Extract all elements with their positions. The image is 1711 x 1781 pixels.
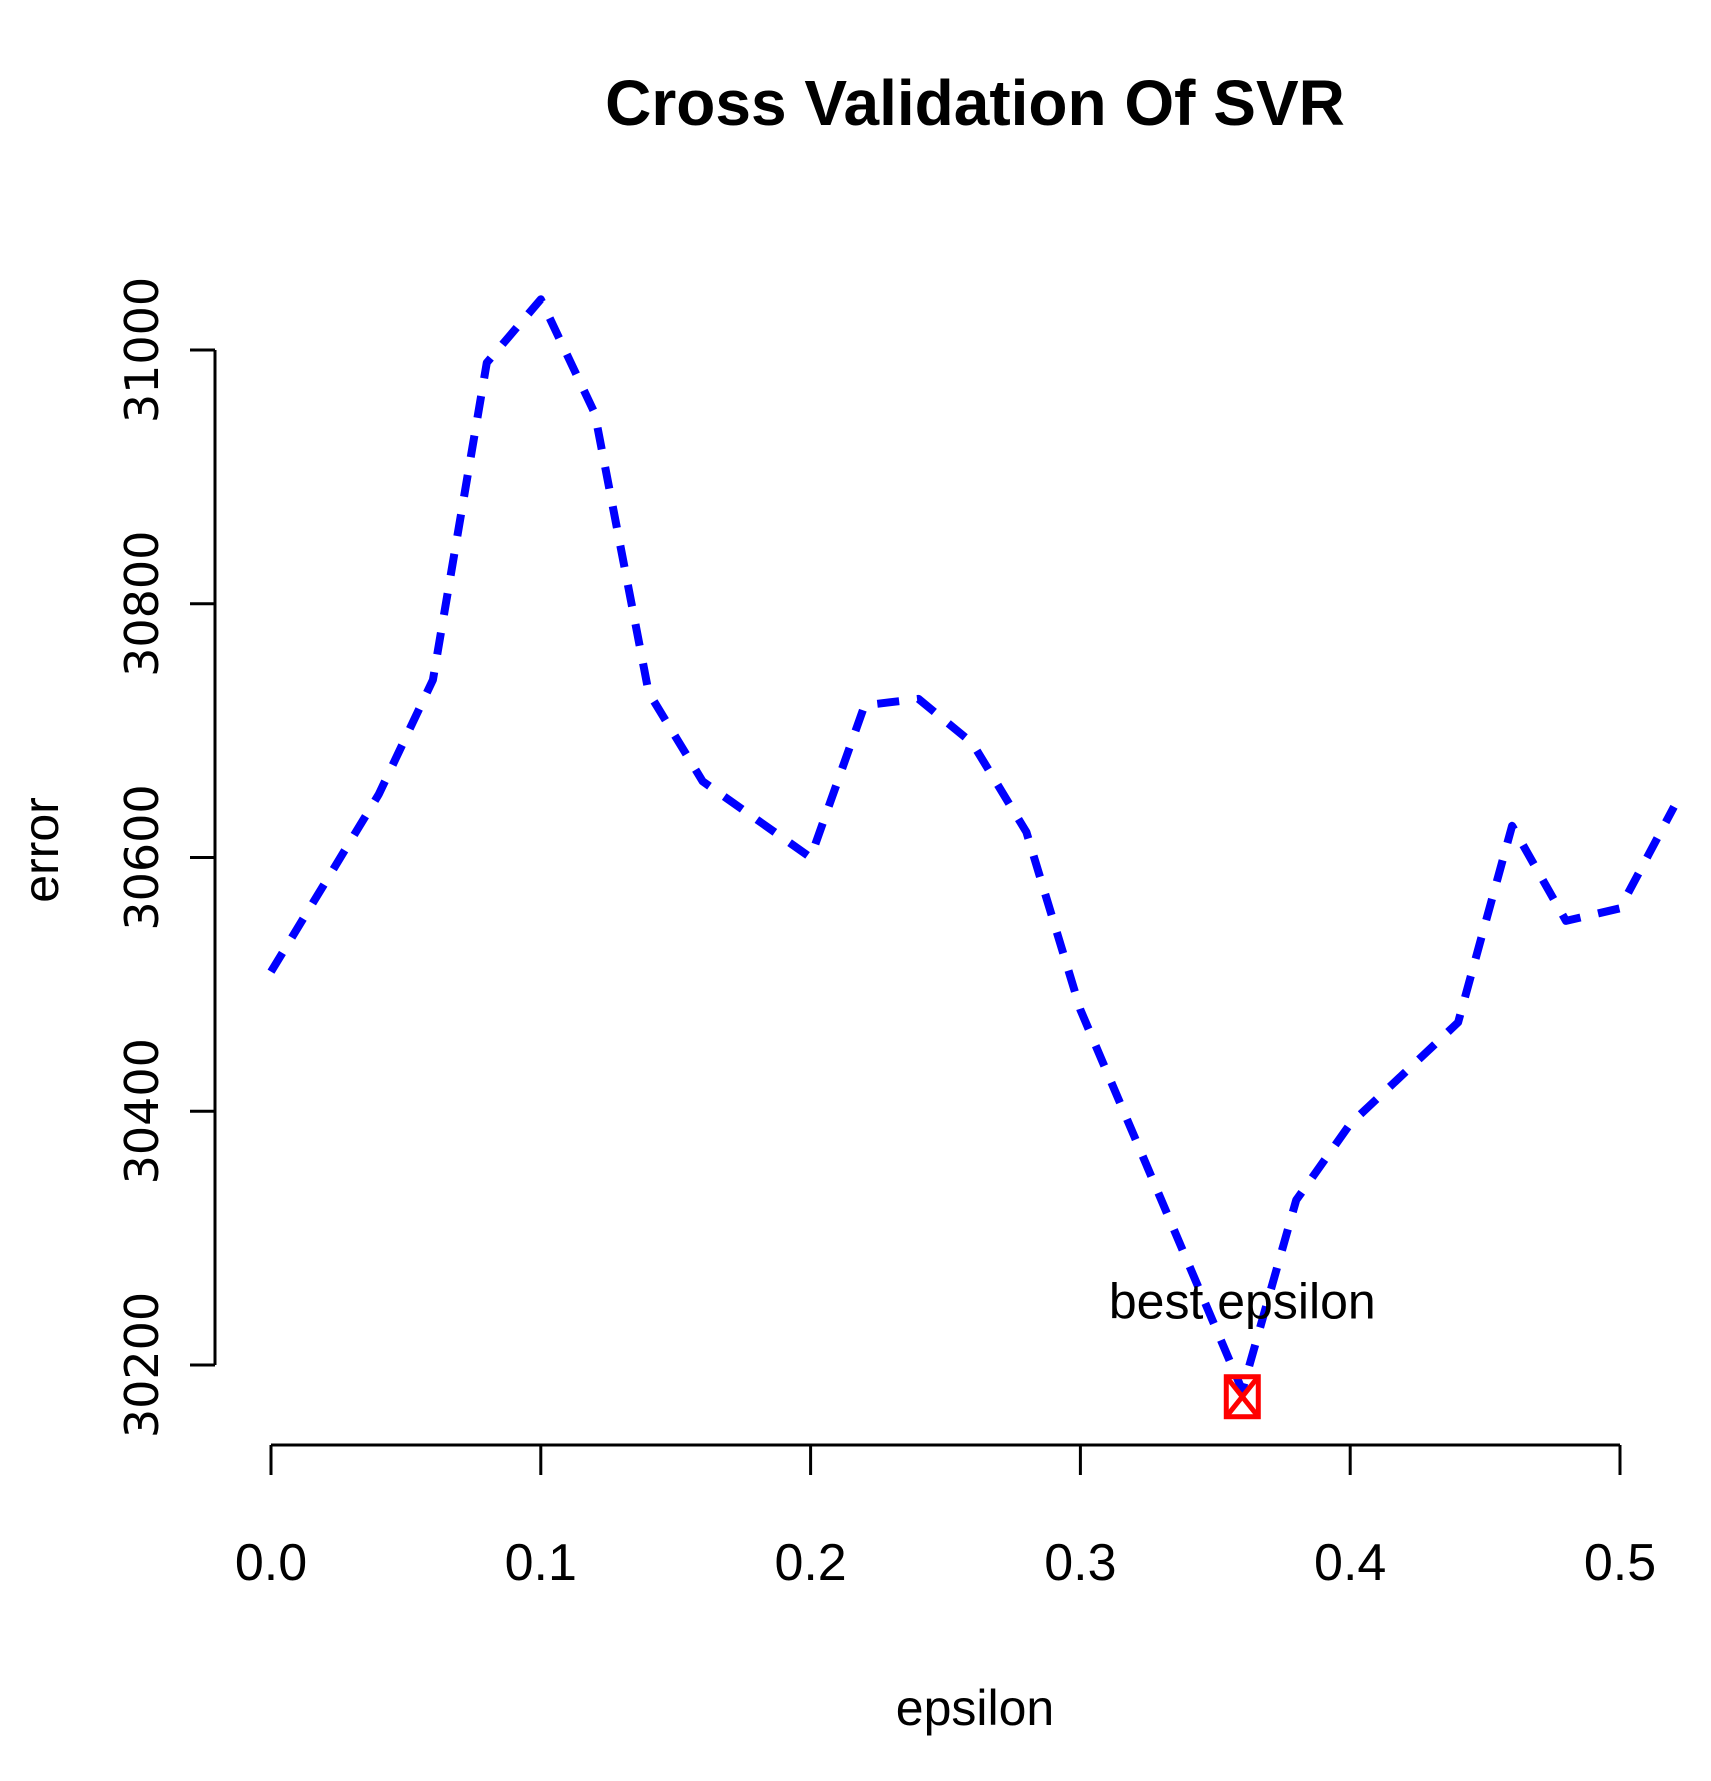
- y-tick-label: 30200: [115, 1292, 169, 1438]
- x-axis-label: epsilon: [896, 1680, 1054, 1736]
- x-tick-label: 0.2: [774, 1534, 846, 1592]
- y-tick-label: 30400: [115, 1038, 169, 1184]
- x-tick-label: 0.4: [1314, 1534, 1386, 1592]
- error-series-line: [267, 295, 1678, 1395]
- best-epsilon-marker: [1223, 1374, 1261, 1420]
- x-tick-label: 0.0: [235, 1534, 307, 1592]
- x-tick-label: 0.1: [505, 1534, 577, 1592]
- best-epsilon-marker-cross: [1224, 1375, 1261, 1419]
- best-epsilon-label: best epsilon: [1109, 1274, 1376, 1330]
- y-tick-label: 30800: [115, 531, 169, 677]
- x-tick-label: 0.5: [1584, 1534, 1656, 1592]
- y-tick-label: 30600: [115, 784, 169, 930]
- y-axis-label: error: [13, 797, 69, 903]
- chart-title: Cross Validation Of SVR: [605, 67, 1345, 139]
- y-ticks: 30200 30400 30600 30800 31000: [115, 277, 215, 1438]
- y-tick-label: 31000: [115, 277, 169, 423]
- x-tick-label: 0.3: [1044, 1534, 1116, 1592]
- x-ticks: 0.0 0.1 0.2 0.3 0.4 0.5: [235, 1445, 1656, 1592]
- best-epsilon-marker-square: [1223, 1374, 1261, 1420]
